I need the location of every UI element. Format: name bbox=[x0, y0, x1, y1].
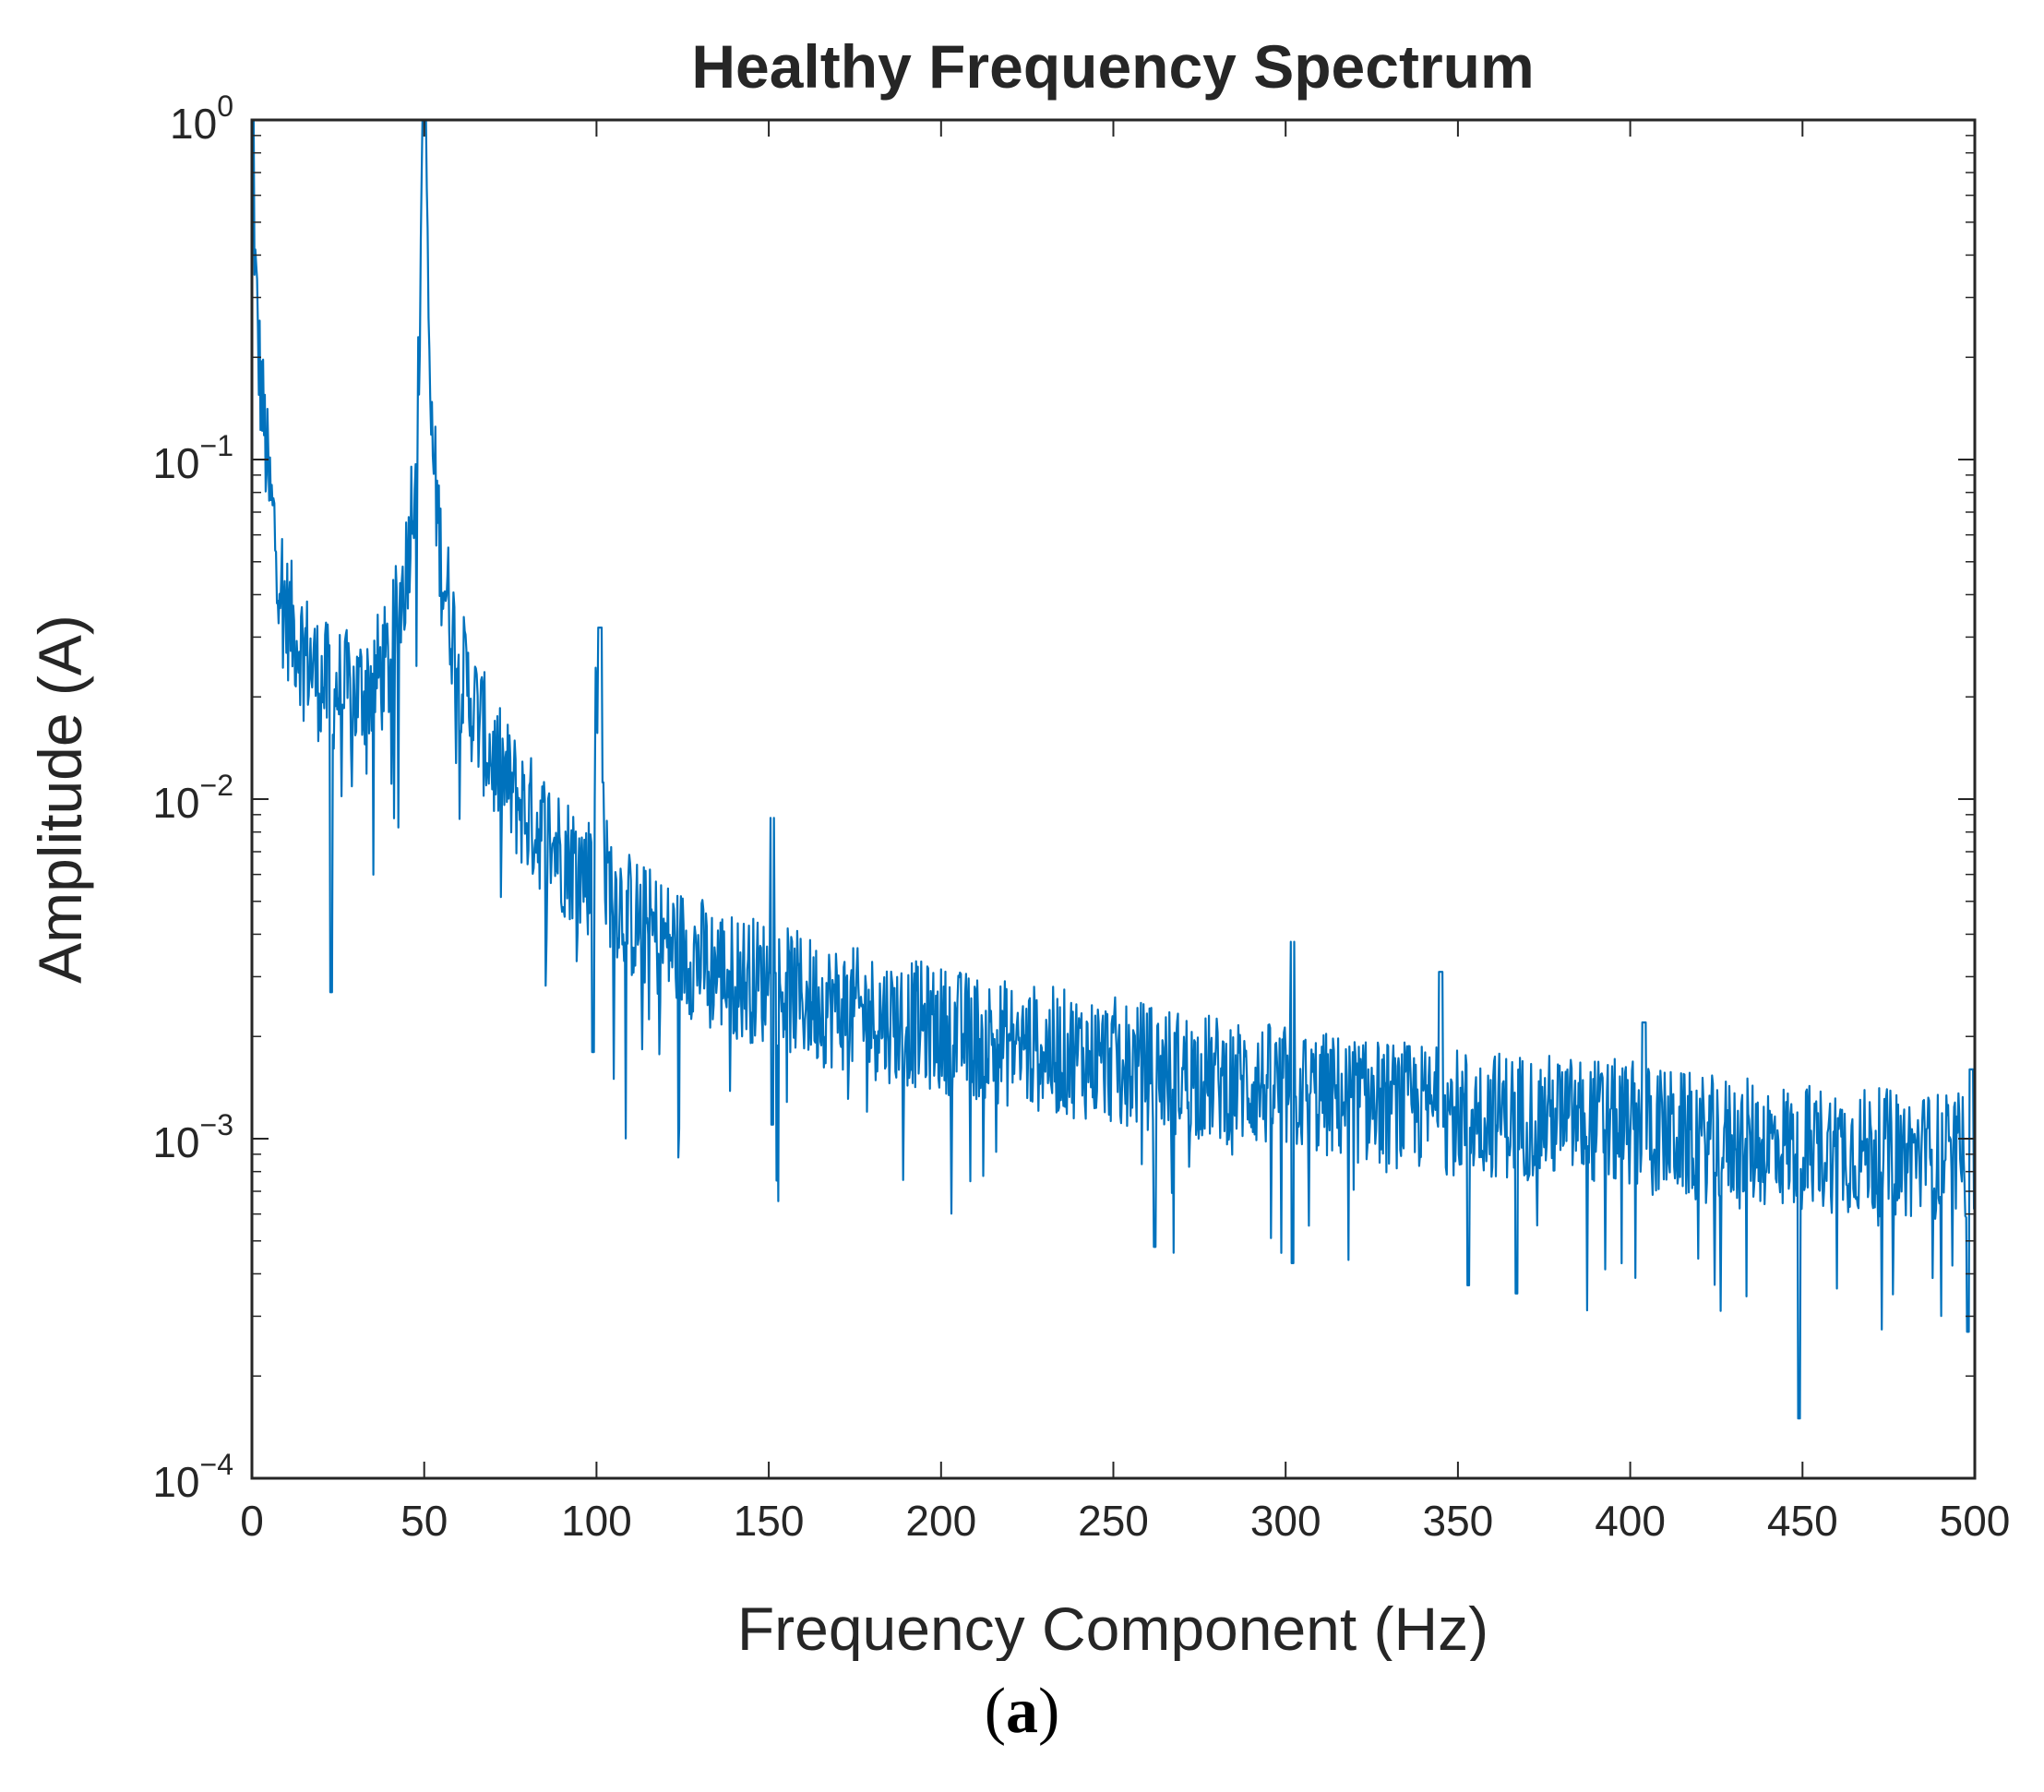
x-tick-label: 150 bbox=[734, 1497, 805, 1545]
y-tick-label: 10−1 bbox=[152, 429, 233, 487]
x-tick-label: 250 bbox=[1078, 1497, 1149, 1545]
y-axis-label: Amplitude (A) bbox=[26, 615, 94, 984]
x-tick-label: 0 bbox=[240, 1497, 264, 1545]
y-tick-label: 10−3 bbox=[152, 1108, 233, 1166]
x-axis: 0 50 100 150 200 250 300 350 400 450 500 bbox=[240, 120, 2010, 1545]
panel-label-letter: a bbox=[1006, 1676, 1038, 1747]
chart-title: Healthy Frequency Spectrum bbox=[691, 32, 1534, 101]
y-tick-label: 100 bbox=[170, 90, 233, 148]
x-tick-label: 100 bbox=[561, 1497, 632, 1545]
x-tick-label: 350 bbox=[1423, 1497, 1494, 1545]
spectrum-series-line bbox=[251, 118, 1977, 1420]
panel-label-close: ) bbox=[1038, 1676, 1060, 1747]
x-tick-label: 200 bbox=[905, 1497, 976, 1545]
x-tick-label: 500 bbox=[1940, 1497, 2011, 1545]
x-tick-label: 450 bbox=[1767, 1497, 1838, 1545]
panel-label-open: ( bbox=[984, 1676, 1006, 1747]
spectrum-chart: Healthy Frequency Spectrum 0 50 100 150 200 2… bbox=[26, 32, 2010, 1663]
x-axis-label: Frequency Component (Hz) bbox=[737, 1595, 1488, 1661]
panel-label: (a) bbox=[0, 1675, 2044, 1749]
x-tick-label: 400 bbox=[1595, 1497, 1666, 1545]
y-tick-label: 10−4 bbox=[152, 1448, 233, 1506]
x-tick-label: 300 bbox=[1250, 1497, 1321, 1545]
y-axis: 100 10−1 10−2 10−3 10−4 bbox=[152, 90, 1975, 1506]
plot-area bbox=[251, 118, 1977, 1420]
x-tick-label: 50 bbox=[400, 1497, 448, 1545]
y-tick-label: 10−2 bbox=[152, 769, 233, 827]
